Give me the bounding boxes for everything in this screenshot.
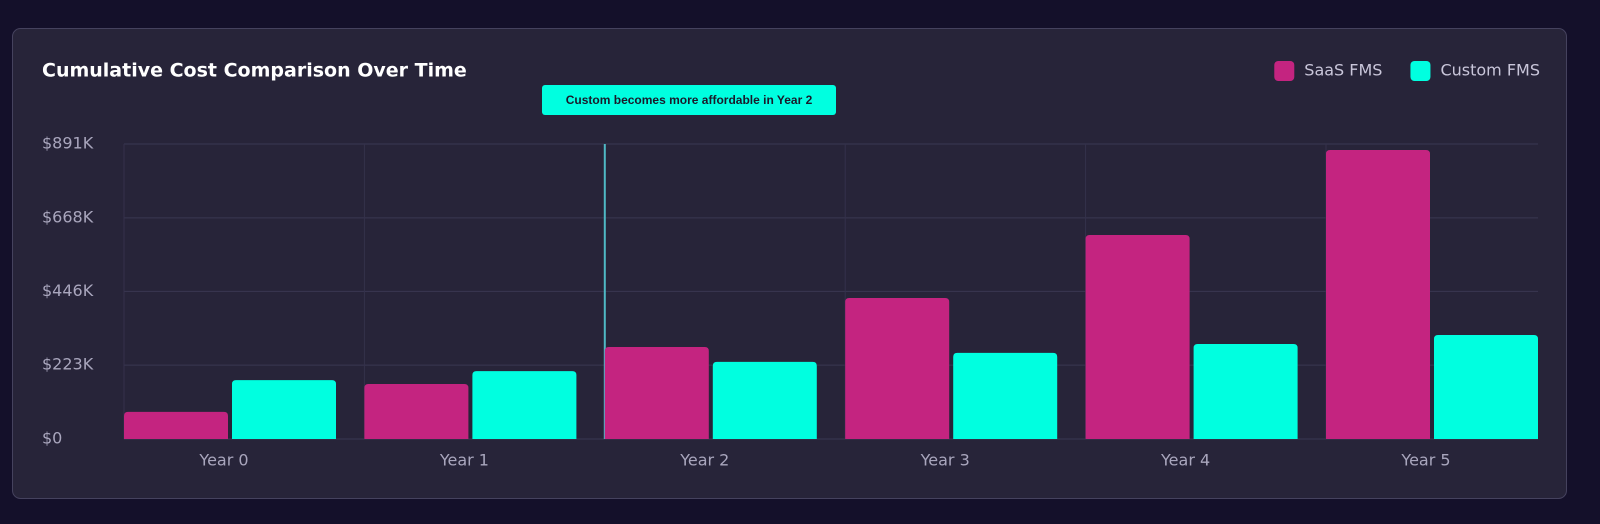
x-tick-label: Year 0 <box>198 451 248 470</box>
annotation-box <box>542 85 836 115</box>
annotation-text: Custom becomes more affordable in Year 2 <box>566 93 813 107</box>
bar <box>845 297 950 439</box>
x-tick-label: Year 4 <box>1160 451 1210 470</box>
bar <box>472 371 577 439</box>
bar <box>232 380 336 439</box>
x-tick-label: Year 2 <box>679 451 729 470</box>
y-tick-label: $668K <box>42 207 94 226</box>
bar <box>1326 149 1430 439</box>
legend-swatch <box>1410 61 1431 81</box>
y-tick-label: $0 <box>42 429 62 448</box>
annotation: Custom becomes more affordable in Year 2 <box>542 85 836 115</box>
x-tick-label: Year 5 <box>1400 451 1450 470</box>
bar <box>1193 343 1298 439</box>
x-tick-label: Year 1 <box>439 451 489 470</box>
y-tick-label: $891K <box>42 134 94 153</box>
bar <box>953 352 1058 439</box>
legend-swatch <box>1274 61 1295 81</box>
bar <box>712 361 817 439</box>
legend-label: SaaS FMS <box>1304 61 1382 80</box>
bar <box>1085 235 1190 439</box>
bar <box>1434 335 1538 439</box>
bar <box>364 384 469 439</box>
bar <box>604 346 709 439</box>
y-tick-label: $446K <box>42 281 94 300</box>
y-tick-label: $223K <box>42 355 94 374</box>
x-tick-label: Year 3 <box>920 451 970 470</box>
legend-label: Custom FMS <box>1440 61 1540 80</box>
chart-title: Cumulative Cost Comparison Over Time <box>42 60 467 82</box>
bar <box>124 411 228 439</box>
